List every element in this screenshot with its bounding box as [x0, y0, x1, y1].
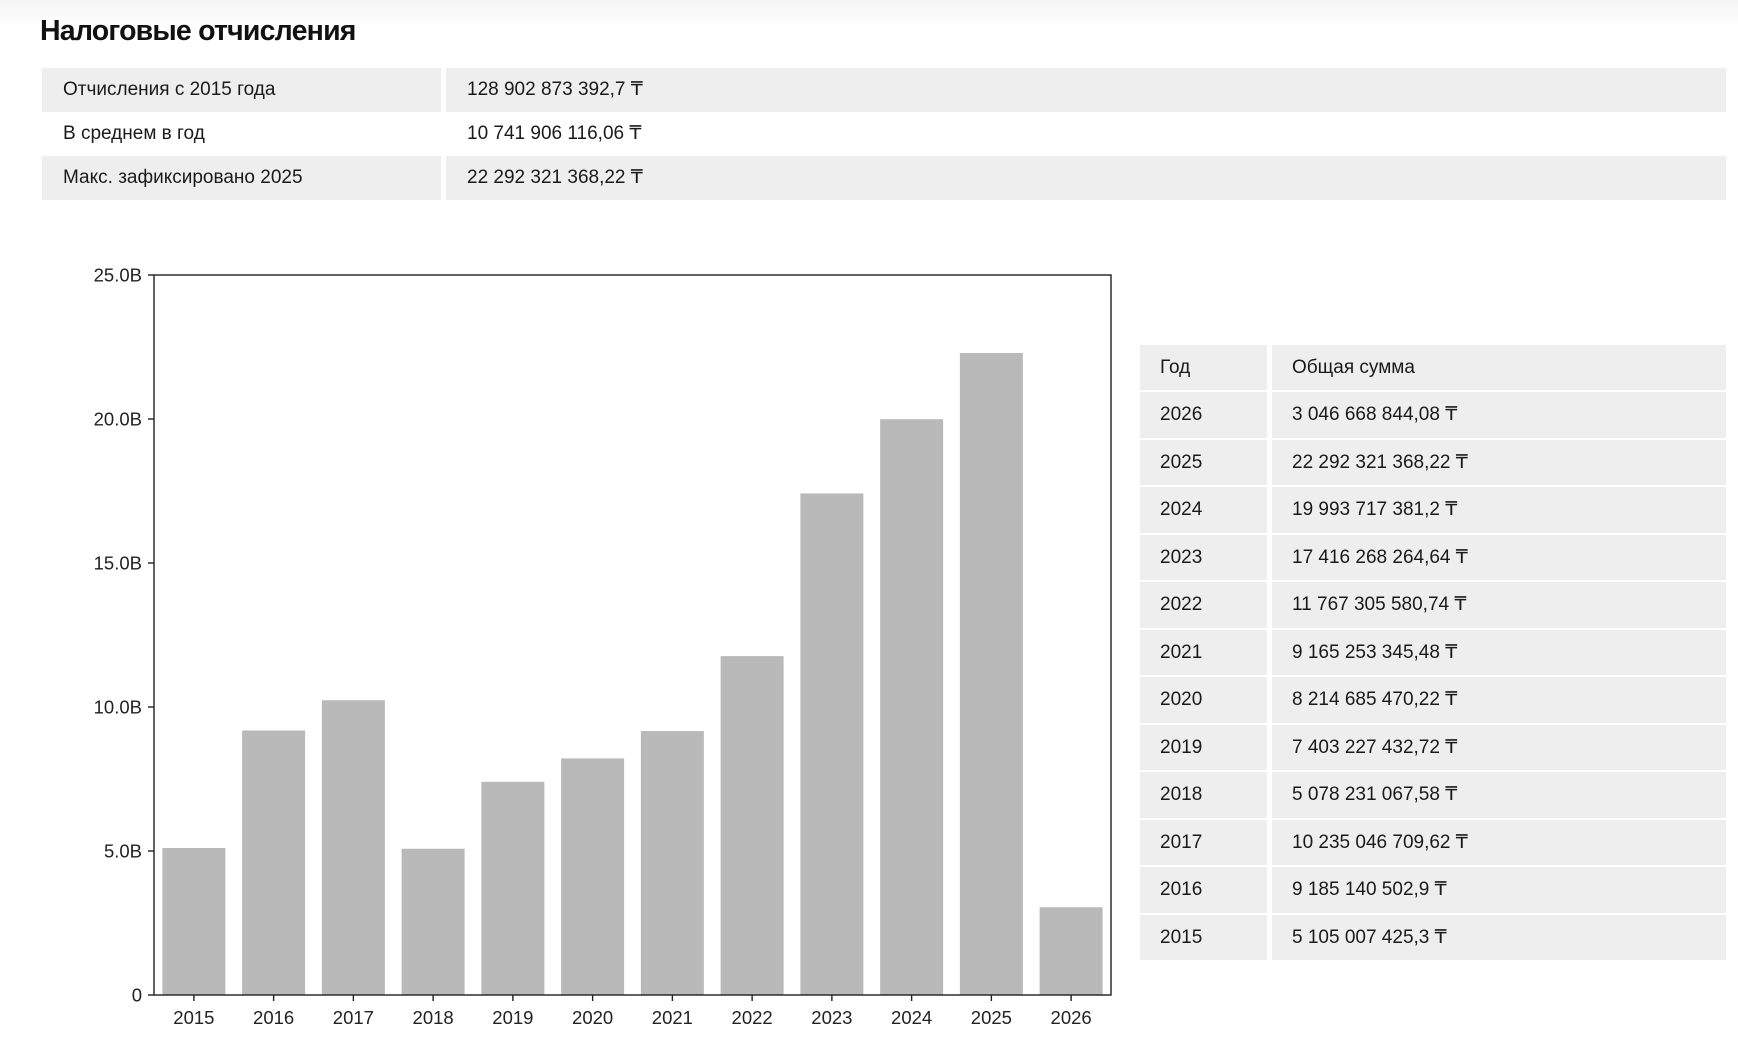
svg-text:2026: 2026 — [1051, 1007, 1092, 1028]
svg-text:10.0B: 10.0B — [94, 697, 142, 718]
svg-text:2025: 2025 — [971, 1007, 1012, 1028]
svg-text:2016: 2016 — [253, 1007, 294, 1028]
svg-text:2020: 2020 — [572, 1007, 613, 1028]
svg-text:2017: 2017 — [333, 1007, 374, 1028]
svg-text:25.0B: 25.0B — [94, 265, 142, 286]
svg-text:2021: 2021 — [652, 1007, 693, 1028]
svg-text:2018: 2018 — [413, 1007, 454, 1028]
svg-text:0: 0 — [132, 985, 142, 1006]
svg-text:2015: 2015 — [173, 1007, 214, 1028]
svg-text:20.0B: 20.0B — [94, 409, 142, 430]
svg-text:2019: 2019 — [492, 1007, 533, 1028]
svg-text:2023: 2023 — [811, 1007, 852, 1028]
svg-text:2024: 2024 — [891, 1007, 932, 1028]
svg-text:5.0B: 5.0B — [104, 841, 142, 862]
svg-text:2022: 2022 — [732, 1007, 773, 1028]
svg-text:15.0B: 15.0B — [94, 553, 142, 574]
